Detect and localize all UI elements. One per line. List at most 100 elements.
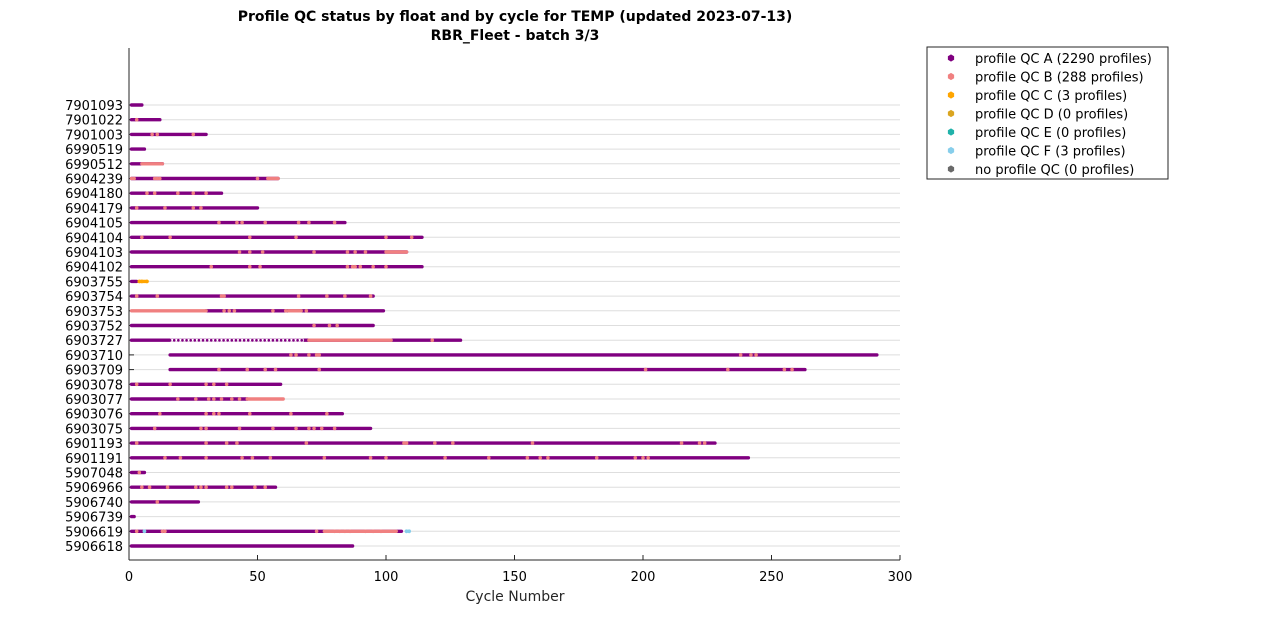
qc-b-point — [738, 353, 743, 357]
qc-a-point — [218, 338, 221, 342]
qc-b-point — [191, 132, 196, 137]
legend-box — [926, 46, 1169, 180]
qc-b-point — [222, 309, 226, 313]
qc-b-point — [263, 485, 268, 490]
qc-b-point — [633, 456, 638, 460]
qc-b-point — [176, 397, 180, 401]
qc-b-point — [194, 485, 198, 490]
qc-a-point — [267, 338, 271, 342]
qc-b-point — [268, 456, 273, 460]
qc-b-point — [363, 250, 368, 254]
qc-b-point — [371, 529, 375, 534]
y-tick-label: 6904102 — [65, 261, 123, 276]
legend-label-none: no profile QC (0 profiles) — [975, 163, 1134, 178]
qc-b-point — [230, 397, 234, 401]
x-tick-label: 100 — [374, 570, 399, 585]
qc-b-point — [227, 309, 232, 313]
legend-marker-F — [947, 146, 955, 155]
qc-b-point — [206, 397, 211, 401]
qc-a-point — [205, 338, 209, 342]
qc-b-point — [443, 456, 447, 460]
qc-b-point — [314, 353, 319, 357]
qc-a-point — [201, 338, 205, 342]
qc-b-point — [155, 176, 160, 181]
qc-b-point — [260, 250, 265, 254]
qc-b-point — [358, 264, 363, 269]
qc-b-point — [212, 411, 216, 416]
qc-b-point — [230, 485, 234, 490]
y-tick-label: 5907048 — [65, 467, 123, 482]
qc-b-point — [140, 235, 144, 240]
qc-a-point — [172, 338, 176, 342]
qc-b-point — [646, 456, 650, 460]
qc-b-point — [145, 191, 149, 195]
qc-b-point — [350, 264, 355, 269]
qc-b-point — [165, 485, 170, 490]
qc-b-point — [237, 397, 242, 401]
x-tick-label: 0 — [125, 570, 133, 585]
qc-b-point — [194, 397, 198, 401]
qc-b-point — [384, 235, 388, 240]
qc-b-point — [163, 206, 167, 210]
qc-b-point — [327, 323, 332, 328]
qc-b-point — [312, 250, 316, 254]
y-tick-label: 6903075 — [65, 422, 123, 437]
qc-b-point — [134, 206, 139, 210]
qc-b-point — [212, 382, 216, 387]
qc-b-point — [384, 264, 388, 269]
qc-a-point — [259, 338, 262, 342]
qc-b-point — [332, 220, 337, 225]
y-tick-label: 6903078 — [65, 378, 123, 393]
x-axis-label: Cycle Number — [466, 589, 565, 605]
qc-a-point — [209, 338, 213, 342]
qc-b-point — [235, 220, 239, 225]
qc-b-point — [219, 294, 224, 298]
legend-label-F: profile QC F (3 profiles) — [975, 145, 1126, 160]
qc-b-point — [643, 367, 648, 372]
qc-b-point — [294, 426, 298, 431]
qc-b-point — [204, 485, 208, 490]
qc-b-point — [152, 426, 157, 431]
qc-a-point — [296, 338, 299, 342]
qc-b-point — [749, 353, 753, 357]
qc-b-point — [263, 367, 268, 372]
qc-b-point — [191, 206, 196, 210]
y-tick-label: 7901003 — [65, 128, 123, 143]
qc-a-point — [279, 338, 283, 342]
qc-b-point — [641, 456, 645, 460]
x-tick-label: 300 — [888, 570, 913, 585]
qc-b-point — [178, 456, 183, 460]
qc-b-point — [307, 353, 311, 357]
qc-b-point — [204, 191, 208, 195]
qc-b-point — [258, 264, 262, 269]
qc-b-point — [199, 485, 203, 490]
qc-b-point — [163, 456, 167, 460]
qc-b-point — [363, 529, 368, 534]
qc-b-point — [430, 338, 435, 343]
qc-b-point — [199, 426, 203, 431]
qc-b-point — [232, 309, 237, 313]
qc-b-point — [289, 353, 293, 357]
qc-b-point — [158, 176, 162, 181]
qc-b-point — [152, 176, 157, 181]
legend-label-E: profile QC E (0 profiles) — [975, 126, 1126, 141]
qc-b-point — [237, 250, 242, 254]
chart-subtitle: RBR_Fleet - batch 3/3 — [431, 28, 600, 44]
qc-b-point — [697, 441, 702, 445]
qc-a-point — [234, 338, 238, 342]
y-tick-label: 6903710 — [65, 349, 123, 364]
qc-b-point — [368, 456, 373, 460]
y-tick-label: 6904179 — [65, 202, 123, 217]
legend-label-B: profile QC B (288 profiles) — [975, 71, 1144, 86]
qc-b-point — [168, 382, 172, 387]
qc-a-point — [185, 338, 188, 342]
qc-a-point — [292, 338, 295, 342]
qc-b-point — [224, 485, 229, 490]
qc-b-point — [250, 456, 255, 460]
qc-b-point — [325, 294, 329, 298]
qc-b-point — [307, 220, 311, 225]
legend-marker-A — [947, 54, 955, 62]
qc-b-point — [155, 294, 160, 298]
qc-b-point — [790, 367, 794, 372]
